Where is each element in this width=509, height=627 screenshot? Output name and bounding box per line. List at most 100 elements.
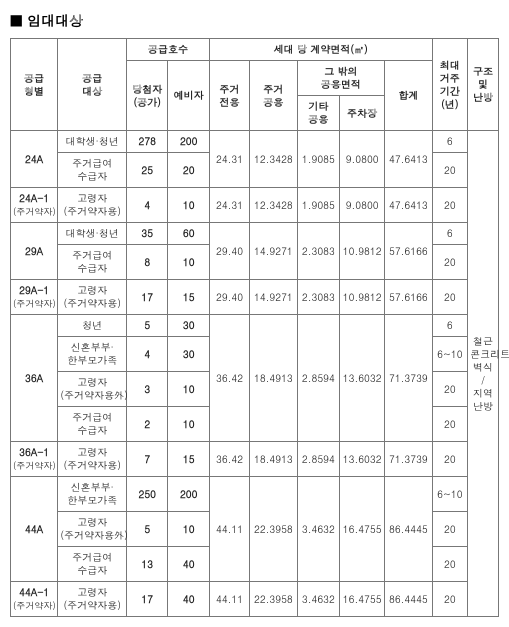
units-cell: 13 [127,547,168,582]
area-cell: 2.3083 [297,280,340,315]
hdr-period: 최대거주기간(년) [432,39,468,131]
type-code: 29A [11,223,58,280]
table-row: 36A-1(주거약자)고령자(주거약자용)71536.4218.49132.85… [11,442,499,477]
hdr-units-a: 당첨자(공가) [127,61,168,131]
units-cell: 2 [127,407,168,442]
table-row: 24A-1(주거약자)고령자(주거약자용)41024.3112.34281.90… [11,188,499,223]
table-row: 44A신혼부부·한부모가족25020044.1122.39583.463216.… [11,477,499,512]
area-cell: 14.9271 [250,280,297,315]
area-cell: 29.40 [209,280,249,315]
units-cell: 17 [127,582,168,617]
type-code: 44A [11,477,58,582]
target-cell: 주거급여수급자 [58,153,127,188]
period-cell: 20 [432,245,468,280]
target-cell: 신혼부부·한부모가족 [58,477,127,512]
area-cell: 44.11 [209,477,249,582]
area-cell: 29.40 [209,223,249,280]
units-cell: 4 [127,188,168,223]
target-cell: 고령자(주거약자용外) [58,512,127,547]
period-cell: 20 [432,582,468,617]
area-cell: 2.8594 [297,442,340,477]
target-cell: 주거급여수급자 [58,547,127,582]
units-cell: 10 [168,512,209,547]
units-cell: 40 [168,582,209,617]
area-cell: 2.3083 [297,223,340,280]
units-cell: 8 [127,245,168,280]
hdr-units: 공급호수 [127,39,210,61]
lease-table: 공급형별 공급대상 공급호수 세대 당 계약면적(㎡) 최대거주기간(년) 구조… [10,38,499,617]
area-cell: 24.31 [209,188,249,223]
area-cell: 22.3958 [250,477,297,582]
period-cell: 20 [432,188,468,223]
area-cell: 9.0800 [340,131,385,188]
type-code: 24A [11,131,58,188]
units-cell: 10 [168,407,209,442]
units-cell: 60 [168,223,209,245]
period-cell: 20 [432,442,468,477]
area-cell: 57.6166 [385,223,432,280]
units-cell: 15 [168,280,209,315]
type-code: 36A-1(주거약자) [11,442,58,477]
period-cell: 20 [432,372,468,407]
target-cell: 대학생·청년 [58,131,127,153]
units-cell: 35 [127,223,168,245]
structure-cell: 철근콘크리트벽식/지역난방 [468,131,499,617]
area-cell: 14.9271 [250,223,297,280]
hdr-contract-area: 세대 당 계약면적(㎡) [209,39,432,61]
units-cell: 3 [127,372,168,407]
area-cell: 2.8594 [297,315,340,442]
period-cell: 6 [432,223,468,245]
area-cell: 9.0800 [340,188,385,223]
table-body: 24A대학생·청년27820024.3112.34281.90859.08004… [11,131,499,617]
units-cell: 25 [127,153,168,188]
period-cell: 6~10 [432,477,468,512]
units-cell: 10 [168,188,209,223]
period-cell: 20 [432,407,468,442]
units-cell: 10 [168,245,209,280]
target-cell: 고령자(주거약자용) [58,442,127,477]
type-code: 29A-1(주거약자) [11,280,58,315]
hdr-a2: 주거공용 [250,61,297,131]
area-cell: 71.3739 [385,442,432,477]
type-code: 24A-1(주거약자) [11,188,58,223]
period-cell: 6 [432,131,468,153]
table-row: 29A-1(주거약자)고령자(주거약자용)171529.4014.92712.3… [11,280,499,315]
hdr-units-b: 예비자 [168,61,209,131]
area-cell: 13.6032 [340,442,385,477]
hdr-a4: 주차장 [340,96,385,131]
units-cell: 30 [168,315,209,337]
units-cell: 30 [168,337,209,372]
target-cell: 고령자(주거약자용) [58,188,127,223]
target-cell: 신혼부부·한부모가족 [58,337,127,372]
target-cell: 고령자(주거약자용外) [58,372,127,407]
hdr-structure: 구조및난방 [468,39,499,131]
area-cell: 18.4913 [250,315,297,442]
area-cell: 16.4755 [340,477,385,582]
units-cell: 15 [168,442,209,477]
table-row: 36A청년53036.4218.49132.859413.603271.3739… [11,315,499,337]
area-cell: 10.9812 [340,280,385,315]
area-cell: 86.4445 [385,477,432,582]
period-cell: 6 [432,315,468,337]
area-cell: 57.6166 [385,280,432,315]
units-cell: 250 [127,477,168,512]
area-cell: 13.6032 [340,315,385,442]
hdr-a5: 합계 [385,61,432,131]
area-cell: 24.31 [209,131,249,188]
area-cell: 71.3739 [385,315,432,442]
area-cell: 12.3428 [250,188,297,223]
target-cell: 주거급여수급자 [58,245,127,280]
units-cell: 278 [127,131,168,153]
target-cell: 고령자(주거약자용) [58,582,127,617]
area-cell: 3.4632 [297,477,340,582]
period-cell: 20 [432,547,468,582]
target-cell: 청년 [58,315,127,337]
area-cell: 12.3428 [250,131,297,188]
period-cell: 20 [432,153,468,188]
hdr-etc: 그 밖의공용면적 [297,61,385,96]
type-code: 44A-1(주거약자) [11,582,58,617]
hdr-type: 공급형별 [11,39,58,131]
table-row: 29A대학생·청년356029.4014.92712.308310.981257… [11,223,499,245]
hdr-a1: 주거전용 [209,61,249,131]
section-title: ■ 임대대상 [10,10,499,30]
